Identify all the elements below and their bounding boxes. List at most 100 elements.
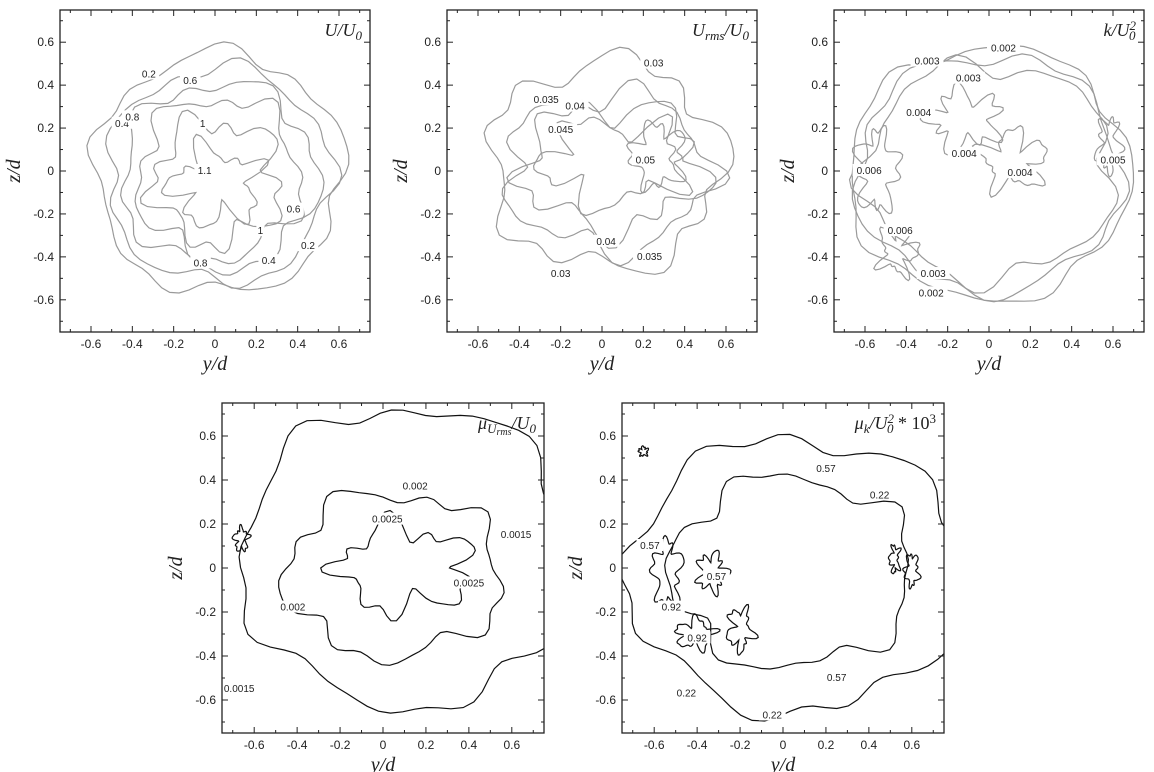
y-tick-label: -0.6 <box>195 693 216 707</box>
y-tick-label: 0.2 <box>811 121 828 135</box>
x-tick-label: -0.2 <box>330 738 351 752</box>
y-tick-label: 0.2 <box>199 517 216 531</box>
x-tick-label: 0.4 <box>1063 337 1080 351</box>
y-tick-label: 0 <box>434 164 441 178</box>
contour-label: 0.035 <box>637 252 662 263</box>
contour-label: 0.004 <box>952 149 977 160</box>
panel-title: Urms/U0 <box>692 20 750 43</box>
contour-label: 0.006 <box>888 226 913 237</box>
contour-label: 0.0025 <box>454 578 485 589</box>
x-tick-label: -0.2 <box>730 738 751 752</box>
y-tick-label: -0.2 <box>807 207 828 221</box>
contour-label-bg <box>866 488 893 501</box>
contour-label: 0.0015 <box>224 684 255 695</box>
contour-label-bg <box>122 110 143 123</box>
contour-label: 0.0025 <box>372 515 403 526</box>
contour-label-bg <box>179 73 201 86</box>
y-tick-label: -0.6 <box>595 693 616 707</box>
contour-label-bg <box>823 671 851 683</box>
y-tick-label: 0.2 <box>37 121 54 135</box>
contour-line-0.4 <box>105 57 343 289</box>
contour-line-0.0015 <box>238 409 544 714</box>
x-tick-label: -0.6 <box>468 337 489 351</box>
x-tick-label: -0.4 <box>687 738 708 752</box>
contour-label: 0.003 <box>914 57 939 68</box>
contour-line-0.04 <box>506 99 717 249</box>
contour-label: 0.002 <box>280 603 305 614</box>
panel-p1: 0.20.60.40.811.110.60.20.8 0.4-0.6 -0.4 -0.… <box>3 9 371 375</box>
contour-label-bg <box>256 224 265 237</box>
contour-label-bg <box>367 512 407 525</box>
contour-label-bg <box>194 164 215 176</box>
contour-label-bg <box>190 256 211 269</box>
contour-label-bg <box>947 146 981 159</box>
y-tick-label: -0.6 <box>33 293 54 307</box>
contour-label: 0.002 <box>403 482 428 493</box>
contour-line-0.57 <box>902 553 922 590</box>
contour-label-bg <box>258 254 280 267</box>
contour-line-0.0015 <box>231 523 252 553</box>
contour-label: 0.0015 <box>501 530 532 541</box>
contour-label: 0.03 <box>644 59 664 70</box>
contour-label: 0.57 <box>827 673 847 684</box>
panel-p3: 0.002 0.003 0.003 0.004 0.004 0.004 0.006 0.005… <box>777 9 1145 375</box>
x-axis-label: y/d <box>588 353 615 375</box>
y-tick-label: 0.6 <box>199 429 216 443</box>
contour-label-bg <box>1096 153 1130 166</box>
contour-label-bg <box>398 479 432 492</box>
contour-label-bg <box>544 123 578 136</box>
contour-label: 0.003 <box>956 74 981 85</box>
x-tick-label: -0.4 <box>509 337 530 351</box>
y-tick-label: -0.6 <box>807 293 828 307</box>
x-tick-label: 0.6 <box>503 738 520 752</box>
contour-label: 0.045 <box>548 125 573 136</box>
x-tick-label: 0.6 <box>331 337 348 351</box>
y-tick-label: -0.2 <box>33 207 54 221</box>
x-tick-label: -0.2 <box>550 337 571 351</box>
panel-title: μk/U2 0 * 103 <box>854 411 936 436</box>
contour-line-0.035 <box>501 78 731 267</box>
x-tick-label: 0.6 <box>1105 337 1122 351</box>
x-tick-label: 0 <box>986 337 993 351</box>
contour-label-bg <box>758 708 786 721</box>
contour-label-bg <box>683 631 711 644</box>
contour-label-bg <box>547 267 575 280</box>
contour-label: 0.57 <box>707 572 727 583</box>
x-tick-label: 0 <box>780 738 787 752</box>
contour-label-bg <box>951 71 985 84</box>
contour-label-bg <box>276 600 310 613</box>
contour-label: 0.04 <box>565 102 585 113</box>
y-tick-label: 0 <box>609 561 616 575</box>
contour-line-0.004 <box>971 124 1048 198</box>
x-tick-label: -0.6 <box>644 738 665 752</box>
contour-line-0.045 <box>532 113 694 217</box>
contour-label: 0.4 <box>115 119 129 130</box>
contour-label-bg <box>198 116 207 129</box>
contour-line-0.2 <box>86 41 350 294</box>
contour-label: 0.004 <box>906 108 931 119</box>
y-tick-label: 0 <box>47 164 54 178</box>
contour-label-bg <box>657 600 685 613</box>
contour-label: 0.005 <box>1100 155 1125 166</box>
contour-label-bg <box>283 202 304 215</box>
x-tick-label: 0 <box>599 337 606 351</box>
panel-p5: 0.57 0.22 0.57 0.57 0.92 0.92 0.57 0.22 0.22 -0.6… <box>565 402 945 772</box>
x-tick-label: 0.2 <box>818 738 835 752</box>
contour-label-bg <box>883 224 917 237</box>
panel-title: μUrms/U0 <box>477 413 536 438</box>
contour-label-bg <box>592 234 620 247</box>
contour-line-1.1 <box>160 133 270 229</box>
contour-label-bg <box>219 682 259 694</box>
contour-line-0.03 <box>483 46 735 275</box>
y-axis-label: z/d <box>390 158 412 183</box>
contour-label-bg <box>910 54 944 67</box>
contour-label-bg <box>449 576 489 589</box>
contour-label: 1 <box>258 226 264 237</box>
contour-label-bg <box>633 249 667 262</box>
x-tick-label: 0 <box>212 337 219 351</box>
x-tick-label: 0.6 <box>718 337 735 351</box>
contour-line-0.22 <box>622 433 944 722</box>
x-tick-label: 0.4 <box>461 738 478 752</box>
contour-label: 0.57 <box>640 541 660 552</box>
